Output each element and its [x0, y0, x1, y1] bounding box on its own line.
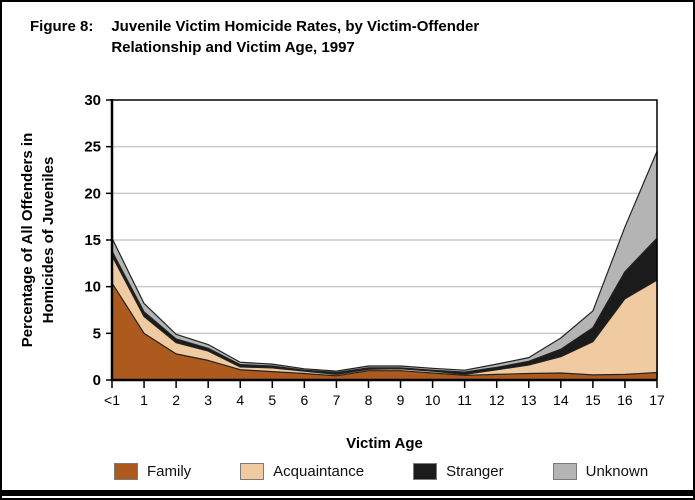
x-tick-label: 6 [300, 392, 308, 408]
legend-item-stranger: Stranger [413, 463, 504, 480]
y-tick-label: 15 [84, 232, 101, 249]
stranger-color-swatch [413, 463, 438, 480]
x-tick-label: 17 [649, 392, 665, 408]
y-tick-label: 10 [84, 279, 101, 296]
unknown-color-swatch [552, 463, 577, 480]
legend-item-family: Family [114, 463, 191, 480]
legend-label-family: Family [147, 463, 192, 480]
legend-label-acquaintance: Acquaintance [273, 463, 365, 480]
x-tick-label: 11 [457, 392, 472, 408]
x-tick-label: 3 [204, 392, 212, 408]
y-tick-label: 0 [93, 372, 101, 389]
x-tick-label: 16 [617, 392, 633, 408]
y-tick-label: 5 [93, 325, 101, 342]
x-tick-label: 5 [268, 392, 276, 408]
acquaintance-color-swatch [240, 463, 265, 480]
x-tick-label: 8 [365, 392, 373, 408]
bottom-rule [2, 490, 693, 496]
legend-item-acquaintance: Acquaintance [240, 463, 364, 480]
x-tick-label: 14 [553, 392, 569, 408]
x-axis-title: Victim Age [346, 435, 423, 452]
figure-number-label: Figure 8: [30, 18, 94, 35]
family-color-swatch [114, 463, 138, 480]
x-tick-label: 4 [236, 392, 244, 408]
legend-item-unknown: Unknown [552, 463, 649, 480]
x-tick-label: 9 [397, 392, 405, 408]
x-tick-label: 10 [425, 392, 441, 408]
figure-title-block: Figure 8: Juvenile Victim Homicide Rates… [30, 16, 561, 59]
x-tick-label: 1 [140, 392, 148, 408]
chart-legend: Family Acquaintance Stranger Unknown [114, 463, 674, 480]
y-tick-label: 20 [84, 185, 101, 202]
x-tick-label: 2 [172, 392, 180, 408]
y-tick-label: 30 [84, 92, 101, 109]
y-tick-label: 25 [84, 139, 101, 156]
x-tick-label: 12 [489, 392, 505, 408]
x-tick-label: 15 [585, 392, 601, 408]
x-tick-label: 7 [333, 392, 341, 408]
legend-label-stranger: Stranger [446, 463, 504, 480]
x-tick-label: 13 [521, 392, 537, 408]
area-family [111, 282, 658, 381]
legend-label-unknown: Unknown [585, 463, 649, 480]
figure-title: Juvenile Victim Homicide Rates, by Victi… [111, 18, 480, 57]
x-tick-label: <1 [104, 392, 120, 408]
